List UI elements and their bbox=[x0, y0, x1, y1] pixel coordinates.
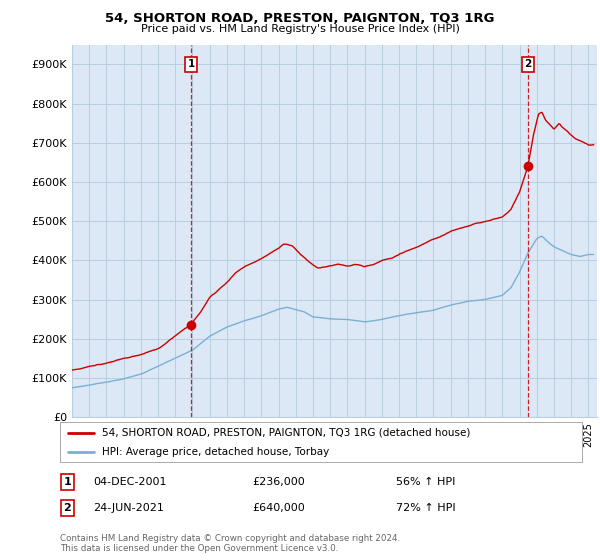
Text: 56% ↑ HPI: 56% ↑ HPI bbox=[396, 477, 455, 487]
Text: 1: 1 bbox=[64, 477, 71, 487]
Text: £236,000: £236,000 bbox=[252, 477, 305, 487]
Text: 2: 2 bbox=[64, 503, 71, 513]
Text: 1: 1 bbox=[187, 59, 195, 69]
Text: HPI: Average price, detached house, Torbay: HPI: Average price, detached house, Torb… bbox=[102, 447, 329, 457]
Text: 24-JUN-2021: 24-JUN-2021 bbox=[93, 503, 164, 513]
Text: Price paid vs. HM Land Registry's House Price Index (HPI): Price paid vs. HM Land Registry's House … bbox=[140, 24, 460, 34]
Text: 04-DEC-2001: 04-DEC-2001 bbox=[93, 477, 167, 487]
Text: Contains HM Land Registry data © Crown copyright and database right 2024.
This d: Contains HM Land Registry data © Crown c… bbox=[60, 534, 400, 553]
Text: 72% ↑ HPI: 72% ↑ HPI bbox=[396, 503, 455, 513]
Text: 54, SHORTON ROAD, PRESTON, PAIGNTON, TQ3 1RG (detached house): 54, SHORTON ROAD, PRESTON, PAIGNTON, TQ3… bbox=[102, 428, 470, 438]
Text: 2: 2 bbox=[524, 59, 532, 69]
Text: 54, SHORTON ROAD, PRESTON, PAIGNTON, TQ3 1RG: 54, SHORTON ROAD, PRESTON, PAIGNTON, TQ3… bbox=[105, 12, 495, 25]
Text: £640,000: £640,000 bbox=[252, 503, 305, 513]
